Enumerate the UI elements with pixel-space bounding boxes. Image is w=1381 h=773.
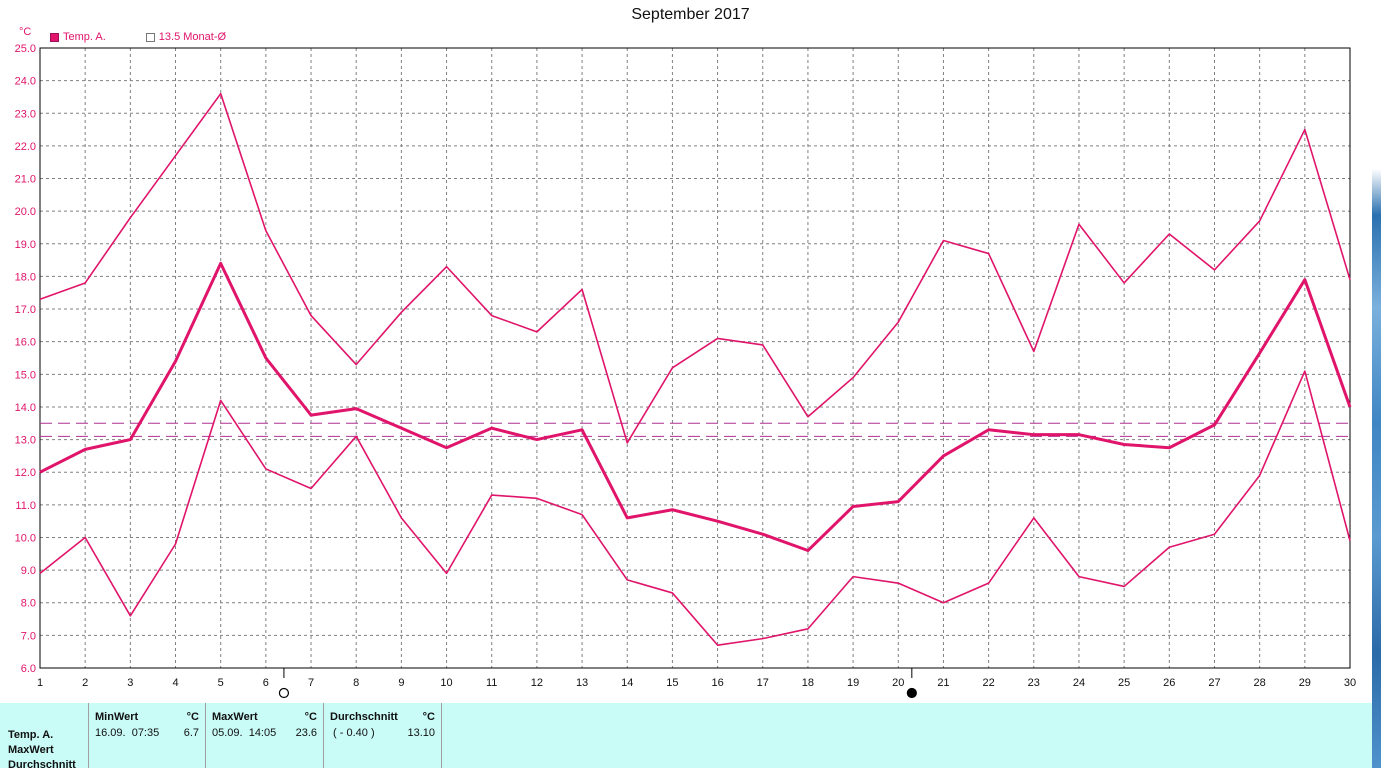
- plot-frame: [39, 47, 1351, 669]
- stat-deviation: ( - 0.40 ): [330, 727, 375, 739]
- stats-panel: Temp. A. MaxWert Durchschnitt MinWert °C…: [0, 703, 1372, 771]
- x-tick-label: 26: [1163, 677, 1175, 689]
- legend: Temp. A. 13.5 Monat-Ø: [50, 31, 226, 43]
- x-tick-label: 12: [531, 677, 543, 689]
- y-unit-label: °C: [19, 26, 32, 38]
- legend-series-label: Temp. A.: [63, 31, 106, 43]
- y-tick-label: 22.0: [15, 141, 36, 153]
- x-tick-label: 30: [1344, 677, 1356, 689]
- stat-header: MaxWert: [212, 711, 258, 723]
- x-tick-label: 7: [308, 677, 314, 689]
- x-tick-label: 5: [218, 677, 224, 689]
- window-edge-decoration: [1372, 0, 1381, 768]
- average-swatch-icon: [145, 32, 155, 42]
- x-tick-label: 19: [847, 677, 859, 689]
- y-tick-label: 9.0: [21, 565, 36, 577]
- x-tick-label: 1: [37, 677, 43, 689]
- x-tick-label: 25: [1118, 677, 1130, 689]
- stats-row-label: Durchschnitt: [8, 759, 76, 771]
- y-tick-label: 17.0: [15, 304, 36, 316]
- stat-unit: °C: [304, 711, 317, 723]
- series-line-max: [39, 92, 1351, 444]
- x-tick-label: 28: [1254, 677, 1266, 689]
- stat-value: 13.10: [407, 727, 435, 739]
- series-line-avg: [39, 261, 1352, 553]
- x-tick-label: 21: [937, 677, 949, 689]
- stats-row-labels: Temp. A. MaxWert Durchschnitt: [8, 728, 76, 773]
- stat-block-average: Durchschnitt °C ( - 0.40 ) 13.10: [323, 703, 442, 768]
- x-tick-label: 4: [172, 677, 178, 689]
- series-swatch-icon: [50, 32, 59, 42]
- y-tick-label: 10.0: [15, 532, 36, 544]
- stat-datetime: 16.09. 07:35: [95, 727, 160, 739]
- y-tick-label: 8.0: [21, 598, 36, 610]
- stat-block-min: MinWert °C 16.09. 07:35 6.7: [88, 703, 205, 768]
- x-tick-label: 15: [666, 677, 678, 689]
- y-tick-label: 23.0: [15, 108, 36, 120]
- y-tick-label: 19.0: [15, 239, 36, 251]
- x-tick-label: 23: [1028, 677, 1040, 689]
- stats-row-label: MaxWert: [8, 744, 54, 756]
- full-moon-icon: [278, 687, 290, 699]
- chart-title: September 2017: [631, 6, 750, 23]
- y-tick-label: 15.0: [15, 369, 36, 381]
- x-tick-label: 2: [82, 677, 88, 689]
- stat-unit: °C: [422, 711, 435, 723]
- stat-datetime: 05.09. 14:05: [212, 727, 277, 739]
- legend-item-series[interactable]: Temp. A.: [50, 31, 106, 43]
- y-tick-label: 24.0: [15, 76, 36, 88]
- legend-item-average[interactable]: 13.5 Monat-Ø: [145, 31, 227, 43]
- x-tick-label: 3: [127, 677, 133, 689]
- y-tick-label: 21.0: [15, 174, 36, 186]
- line-chart: 6.0 7.0 8.0 9.0 10.0 11.0 12.0 13.0 14.0 15.0 16.0…: [15, 43, 1356, 699]
- y-tick-label: 14.0: [15, 402, 36, 414]
- x-tick-label: 24: [1073, 677, 1085, 689]
- x-tick-label: 14: [621, 677, 633, 689]
- x-tick-label: 17: [757, 677, 769, 689]
- new-moon-icon: [906, 687, 917, 699]
- x-tick-label: 9: [398, 677, 404, 689]
- x-tick-label: 11: [486, 677, 497, 689]
- stat-header: MinWert: [95, 711, 139, 723]
- legend-average-label: 13.5 Monat-Ø: [158, 31, 227, 43]
- x-tick-label: 20: [892, 677, 904, 689]
- x-tick-label: 29: [1299, 677, 1311, 689]
- y-tick-label: 6.0: [21, 663, 36, 675]
- stat-unit: °C: [186, 711, 199, 723]
- x-tick-label: 16: [711, 677, 723, 689]
- x-tick-label: 27: [1208, 677, 1220, 689]
- y-tick-label: 13.0: [15, 435, 36, 447]
- stats-row-label: Temp. A.: [8, 729, 54, 741]
- stat-value: 23.6: [295, 727, 317, 739]
- y-tick-label: 7.0: [21, 630, 36, 642]
- stat-block-max: MaxWert °C 05.09. 14:05 23.6: [205, 703, 323, 768]
- y-tick-label: 16.0: [15, 337, 36, 349]
- x-tick-label: 10: [440, 677, 452, 689]
- y-tick-label: 11.0: [15, 500, 36, 512]
- y-tick-label: 18.0: [15, 271, 36, 283]
- y-tick-label: 20.0: [15, 206, 36, 218]
- x-tick-label: 6: [263, 677, 269, 689]
- x-tick-label: 18: [802, 677, 814, 689]
- y-tick-label: 12.0: [15, 467, 36, 479]
- x-tick-label: 13: [576, 677, 588, 689]
- y-tick-label: 25.0: [15, 43, 36, 55]
- stat-value: 6.7: [183, 727, 199, 739]
- x-tick-label: 8: [353, 677, 359, 689]
- series-line-min: [39, 370, 1351, 646]
- x-tick-label: 22: [982, 677, 994, 689]
- stat-header: Durchschnitt: [330, 711, 398, 723]
